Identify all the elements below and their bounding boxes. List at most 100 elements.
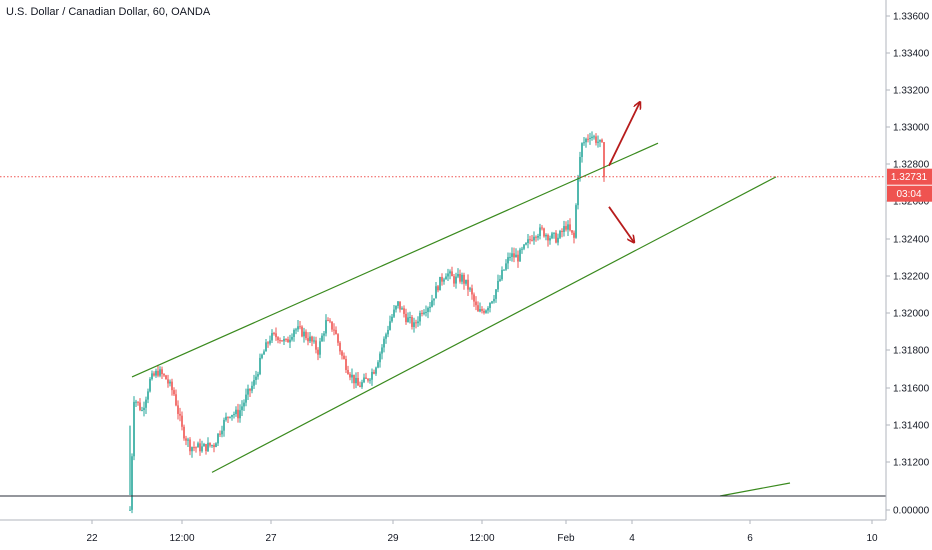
- candle-body: [501, 269, 503, 280]
- candle-body: [143, 407, 145, 411]
- candle-body: [341, 351, 343, 356]
- candle-body: [211, 445, 213, 447]
- candle-body: [523, 244, 525, 249]
- candle-body: [353, 374, 355, 384]
- candle-body: [363, 377, 365, 383]
- candle-body: [275, 333, 277, 338]
- candle-body: [277, 337, 279, 341]
- candle-body: [247, 388, 249, 395]
- candle-body: [195, 447, 197, 449]
- candle-body: [295, 329, 297, 331]
- time-tick-label: 22: [86, 533, 98, 544]
- candle-body: [149, 378, 151, 392]
- price-tick-label: 1.33400: [893, 49, 930, 60]
- candle-body: [485, 310, 487, 313]
- candle-body: [455, 276, 457, 284]
- time-tick-label: 12:00: [169, 533, 194, 544]
- candle-body: [403, 308, 405, 314]
- candle-body: [475, 301, 477, 306]
- candle-body: [443, 279, 445, 282]
- candle-body: [141, 410, 143, 412]
- current-price-label: 1.32731: [891, 172, 928, 183]
- candle-body: [417, 321, 419, 324]
- candle-body: [585, 138, 587, 143]
- candle-body: [407, 317, 409, 323]
- candle-body: [389, 321, 391, 330]
- candle-body: [467, 279, 469, 290]
- candle-body: [431, 300, 433, 307]
- candle-body: [303, 331, 305, 337]
- direction-arrow: [608, 206, 634, 243]
- candle-body: [441, 276, 443, 282]
- candle-body: [261, 354, 263, 358]
- price-axis[interactable]: 1.33600 1.33400 1.33200 1.33000 1.32800 1.326…: [886, 12, 930, 517]
- candle-body: [439, 276, 441, 291]
- candle-body: [175, 394, 177, 406]
- candle-body: [367, 378, 369, 381]
- candle-body: [481, 309, 483, 311]
- candle-body: [231, 414, 233, 417]
- candle-body: [215, 443, 217, 448]
- candle-body: [561, 231, 563, 233]
- candle-body: [499, 279, 501, 281]
- candle-body: [253, 380, 255, 386]
- candle-body: [545, 234, 547, 237]
- candle-body: [301, 326, 303, 337]
- candle-body: [249, 388, 251, 391]
- candle-body: [381, 347, 383, 354]
- candle-body: [283, 338, 285, 342]
- candle-body: [293, 329, 295, 337]
- candle-body: [601, 139, 603, 143]
- candle-body: [237, 409, 239, 419]
- price-tick-label: 1.33200: [893, 86, 930, 97]
- candle-body: [217, 433, 219, 444]
- candle-body: [495, 289, 497, 299]
- candle-body: [157, 370, 159, 376]
- candle-body: [251, 385, 253, 391]
- candle-body: [527, 239, 529, 243]
- candle-body: [161, 369, 163, 375]
- candle-body: [445, 276, 447, 280]
- candle-body: [167, 379, 169, 384]
- candle-body: [343, 355, 345, 359]
- candle-body: [559, 231, 561, 238]
- candle-body: [265, 342, 267, 352]
- candle-body: [227, 416, 229, 418]
- chart-title: U.S. Dollar / Canadian Dollar, 60, OANDA: [6, 6, 211, 18]
- candle-body: [191, 447, 193, 452]
- candle-body: [415, 322, 417, 324]
- candle-body: [369, 379, 371, 381]
- candle-body: [583, 142, 585, 144]
- candle-body: [433, 298, 435, 301]
- candle-body: [491, 301, 493, 303]
- time-axis[interactable]: 22 12:00 27 29 12:00 Feb 4 6 10: [86, 520, 878, 544]
- candle-body: [151, 373, 153, 379]
- price-tick-label: 1.31600: [893, 384, 930, 395]
- candle-body: [373, 371, 375, 374]
- candle-body: [535, 236, 537, 238]
- price-badge-box: [887, 168, 932, 185]
- candle-body: [603, 142, 605, 177]
- candle-body: [413, 322, 415, 327]
- candle-body: [163, 374, 165, 376]
- time-tick-label: Feb: [557, 533, 575, 544]
- time-tick-label: 4: [629, 533, 635, 544]
- trendline-layer: [131, 102, 791, 497]
- time-tick-label: 12:00: [469, 533, 494, 544]
- candle-body: [177, 405, 179, 414]
- candle-body: [557, 237, 559, 243]
- candle-body: [319, 341, 321, 355]
- candle-body: [493, 298, 495, 302]
- candle-body: [137, 401, 139, 403]
- candle-body: [269, 340, 271, 344]
- candle-body: [335, 329, 337, 335]
- candle-body: [591, 136, 593, 139]
- candle-body: [337, 334, 339, 343]
- candle-body: [453, 276, 455, 284]
- candle-body: [409, 317, 411, 319]
- candle-body: [359, 385, 361, 387]
- candle-body: [405, 313, 407, 323]
- candle-body: [497, 280, 499, 290]
- candle-body: [183, 426, 185, 439]
